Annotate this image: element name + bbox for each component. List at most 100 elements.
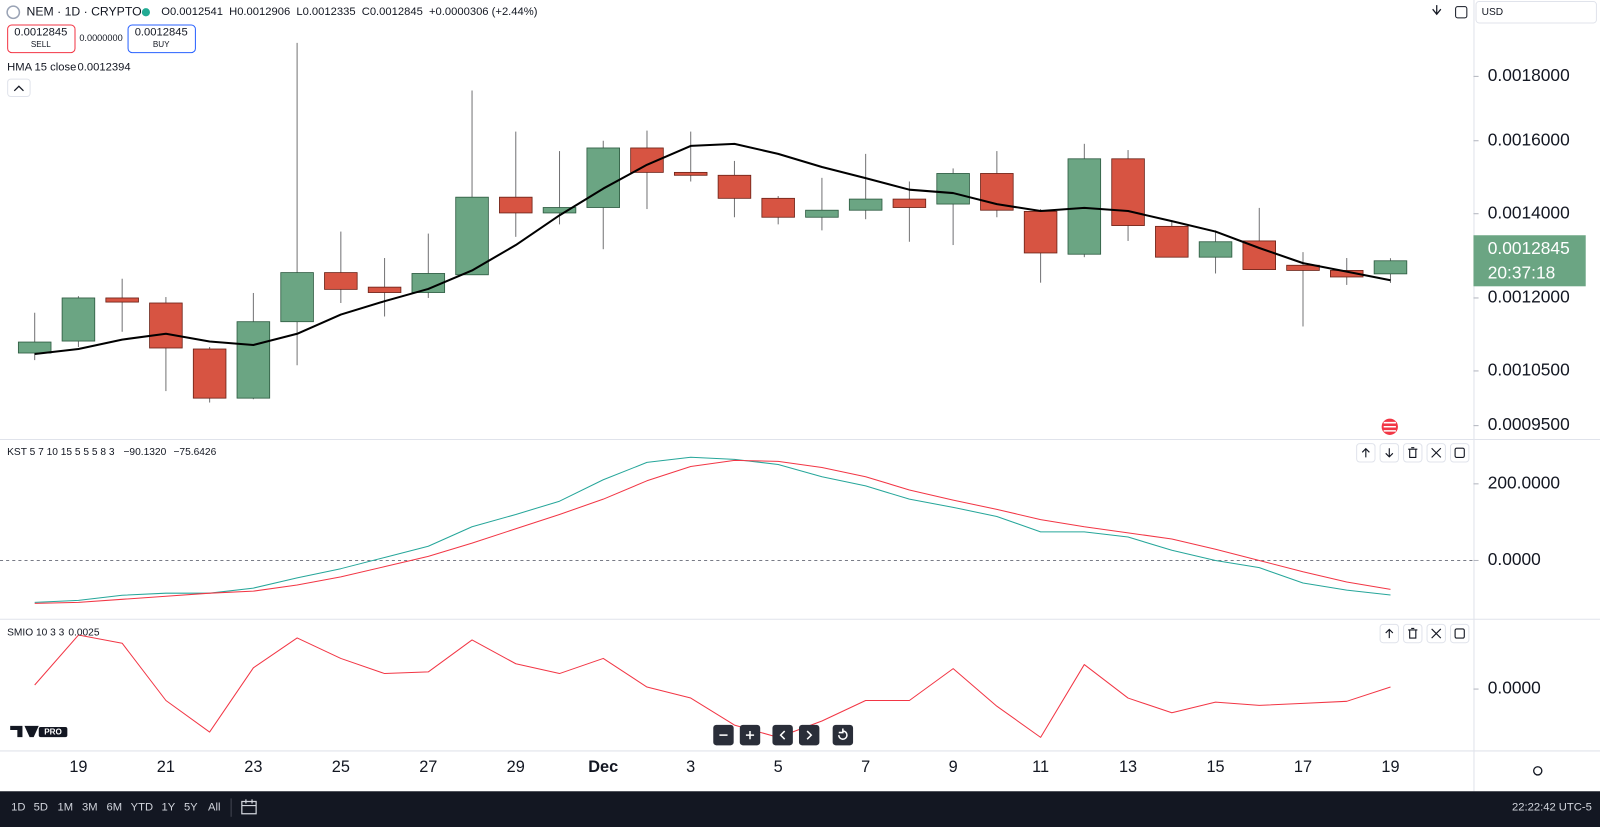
- x-tick-label: 11: [1032, 758, 1049, 776]
- range-buttons: 1D 5D 1M 3M 6M YTD 1Y 5Y All: [11, 802, 220, 814]
- candle-body: [280, 272, 314, 323]
- price-pane: [17, 42, 1408, 403]
- x-tick-label: 19: [1381, 758, 1399, 776]
- buy-price: 0.0012845: [135, 27, 188, 39]
- range-button[interactable]: 5D: [34, 802, 48, 814]
- price-tag-value: 0.0012845: [1488, 238, 1570, 258]
- price-tag-countdown: 20:37:18: [1488, 263, 1555, 283]
- symbol-logo: [6, 5, 21, 20]
- candle-body: [1242, 240, 1276, 270]
- currency: USD: [1482, 7, 1504, 18]
- date-range-icon[interactable]: [241, 799, 257, 815]
- x-tick-label: 21: [157, 758, 175, 776]
- x-tick-label: 5: [774, 758, 783, 776]
- range-button[interactable]: 3M: [82, 802, 98, 814]
- candle-body: [367, 286, 402, 293]
- ohlc-item: O0.0012541: [161, 6, 223, 18]
- candle-body: [1155, 225, 1189, 258]
- icon: [779, 730, 786, 740]
- sell-price: 0.0012845: [14, 27, 67, 39]
- scroll-right[interactable]: [798, 724, 820, 746]
- x-tick-label: 7: [861, 758, 870, 776]
- market-status: [141, 8, 150, 17]
- x-tick-label: 25: [332, 758, 350, 776]
- x-tick-label: 29: [507, 758, 525, 776]
- y-tick-label: 0.0000: [1488, 549, 1541, 569]
- kst-pane: [0, 456, 1474, 604]
- range-button[interactable]: 1Y: [162, 802, 176, 814]
- indicator-line: [34, 459, 1391, 604]
- candle-body: [105, 297, 139, 303]
- candle-body: [1286, 264, 1320, 271]
- x-tick-label: Dec: [588, 758, 618, 776]
- candle-body: [1111, 158, 1145, 226]
- icon: [745, 731, 755, 740]
- ohlc-item: L0.0012335: [296, 6, 355, 18]
- pane-button-icons: [1361, 447, 1465, 639]
- candle-body: [717, 174, 752, 199]
- y-tick-label: 0.0009500: [1488, 414, 1570, 434]
- candle-body: [236, 321, 271, 399]
- range-button[interactable]: 1M: [58, 802, 74, 814]
- indicator-line: [34, 142, 1391, 355]
- candle-body: [542, 207, 577, 214]
- smio-legend: SMIO 10 3 3: [7, 628, 65, 639]
- scroll-left[interactable]: [772, 724, 793, 746]
- sell-button[interactable]: [7, 24, 76, 54]
- ohlc-legend: O0.0012541 H0.0012906 L0.0012335 C0.0012845…: [161, 6, 538, 18]
- reset[interactable]: [832, 724, 854, 746]
- range-button[interactable]: 6M: [106, 802, 122, 814]
- x-tick-label: 3: [686, 758, 695, 776]
- candle-body: [1023, 210, 1058, 254]
- range-button[interactable]: 1D: [11, 802, 25, 814]
- icon: [1431, 447, 1442, 458]
- candle-body: [936, 173, 970, 205]
- hma-legend: HMA 15 close: [7, 61, 76, 73]
- scroll-icon[interactable]: [1432, 5, 1442, 16]
- candle-body: [455, 196, 489, 276]
- indicator-line: [34, 456, 1391, 603]
- bottom-toolbar: [0, 791, 1600, 827]
- candle-body: [499, 196, 533, 214]
- x-tick-label: 17: [1294, 758, 1312, 776]
- maximize[interactable]: [1450, 443, 1470, 463]
- delete[interactable]: [1403, 443, 1423, 463]
- candle-body: [324, 272, 358, 290]
- x-tick-label: 9: [949, 758, 958, 776]
- settings-icon[interactable]: [1533, 766, 1543, 776]
- collapse-button[interactable]: [7, 78, 31, 97]
- candle-body: [1067, 158, 1102, 255]
- range-button[interactable]: YTD: [131, 802, 153, 814]
- currency-box[interactable]: [1475, 1, 1597, 24]
- x-tick-label: 19: [69, 758, 87, 776]
- icon: [838, 728, 848, 740]
- candle-body: [149, 302, 183, 349]
- range-button[interactable]: 5Y: [184, 802, 198, 814]
- buy-button[interactable]: [127, 24, 196, 54]
- range-button[interactable]: All: [208, 802, 220, 814]
- candle-body: [848, 198, 883, 211]
- y-tick-label: 0.0016000: [1488, 129, 1570, 149]
- candle-body: [673, 171, 708, 176]
- logo-badge-text: PRO: [44, 728, 62, 737]
- delete[interactable]: [1403, 623, 1423, 644]
- symbol-title: NEM · 1D · CRYPTO: [27, 4, 142, 18]
- smio-pane: [34, 634, 1391, 738]
- y-tick-label: 0.0000: [1488, 678, 1541, 698]
- collapse-icon: [13, 85, 24, 92]
- fullscreen-icon[interactable]: [1455, 6, 1468, 19]
- icon: [1408, 447, 1418, 458]
- ohlc-item: C0.0012845: [362, 6, 423, 18]
- x-tick-label: 13: [1119, 758, 1137, 776]
- spread: 0.0000000: [79, 33, 122, 43]
- axis-layer: 0.0018000 0.0016000 0.0014000 0.0012000 0.00…: [69, 65, 1586, 776]
- x-tick-label: 23: [244, 758, 262, 776]
- ohlc-item: +0.0000306 (+2.44%): [429, 6, 538, 18]
- candle-body: [1330, 270, 1364, 278]
- hma-value: 0.0012394: [78, 61, 131, 73]
- y-tick-label: 0.0010500: [1488, 360, 1570, 380]
- maximize[interactable]: [1450, 623, 1470, 644]
